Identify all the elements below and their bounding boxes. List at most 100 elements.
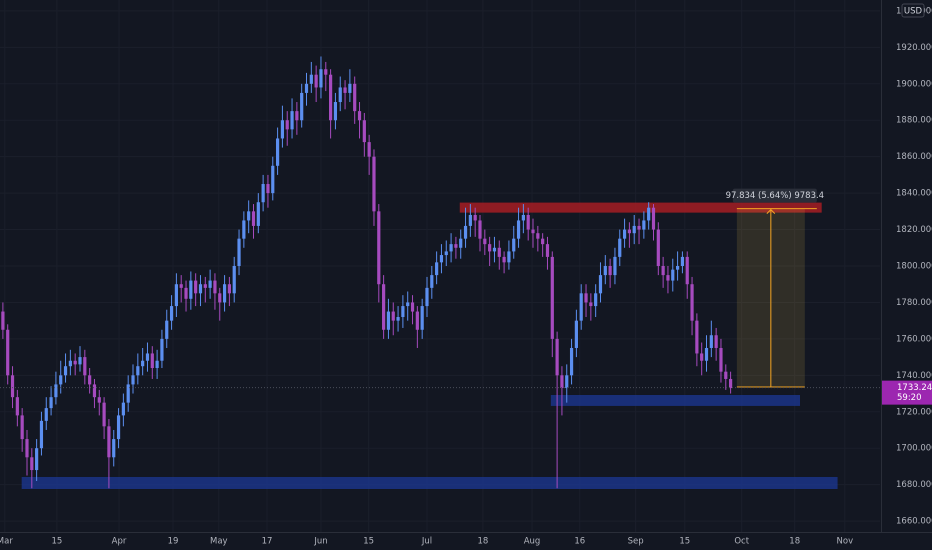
x-tick-label: Jul: [421, 537, 432, 547]
x-tick-label: 18: [789, 537, 800, 547]
candle-body: [569, 347, 574, 376]
y-tick-label: 1760.000: [896, 334, 932, 344]
last-price-label: 1733.240: [897, 383, 932, 393]
measure-arrowhead: [766, 208, 776, 214]
candle-body: [63, 366, 68, 376]
x-tick-label: Oct: [734, 537, 749, 547]
candle-body: [54, 384, 58, 398]
candle-body: [594, 293, 598, 307]
candle-body: [20, 415, 24, 440]
zone: [550, 394, 800, 406]
y-tick-label: 1820.000: [896, 225, 932, 235]
candle-body: [353, 83, 357, 112]
last-price-box: [882, 380, 932, 405]
candle-body: [483, 238, 487, 245]
candle-body: [719, 347, 723, 372]
y-tick-label: 1660.000: [896, 517, 932, 527]
candle-body: [362, 120, 366, 143]
candle-body: [333, 102, 338, 121]
candle-body: [516, 220, 521, 239]
candle-body: [44, 408, 48, 421]
candle-body: [700, 353, 704, 361]
candle-body: [671, 269, 675, 281]
candle-body: [92, 384, 97, 398]
candle-body: [386, 311, 391, 330]
candle-body: [309, 74, 313, 84]
candle-body: [280, 120, 285, 139]
candle-body: [112, 439, 116, 458]
candle-body: [680, 256, 685, 266]
currency-button[interactable]: [901, 3, 925, 18]
candle-body: [136, 366, 140, 376]
candle-body: [622, 229, 627, 239]
candle-body: [377, 211, 381, 285]
candle-body: [425, 287, 429, 307]
x-tick-label: 15: [51, 537, 62, 547]
candle-body: [468, 214, 472, 226]
y-tick-label: 1700.000: [896, 444, 932, 454]
candle-body: [406, 302, 410, 307]
candle-body: [348, 83, 352, 93]
candle-body: [584, 293, 588, 303]
candle-body: [83, 357, 87, 376]
candle-body: [227, 284, 231, 294]
zone: [21, 476, 838, 490]
candle-body: [642, 220, 646, 230]
candle-body: [473, 214, 477, 221]
candle-body: [329, 74, 333, 121]
candle-body: [39, 420, 44, 449]
candle-body: [574, 320, 578, 348]
x-tick-label: Nov: [837, 537, 854, 547]
candle-body: [401, 306, 405, 318]
candle-body: [97, 397, 101, 403]
y-tick-label: 1720.000: [896, 407, 932, 417]
candle-body: [396, 317, 400, 321]
candle-body: [724, 371, 728, 379]
candle-body: [155, 360, 159, 369]
candle-body: [194, 280, 198, 294]
candle-body: [656, 229, 660, 266]
candle-body: [49, 397, 53, 409]
candle-body: [237, 238, 241, 266]
y-tick-label: 1680.000: [896, 480, 932, 490]
candle-body: [579, 293, 583, 321]
candle-body: [247, 211, 251, 221]
candle-body: [391, 311, 395, 321]
candle-body: [666, 275, 670, 281]
y-tick-label: 1860.000: [896, 152, 932, 162]
candle-body: [555, 338, 559, 376]
candle-body: [343, 87, 347, 93]
candle-body: [73, 360, 77, 365]
candle-body: [560, 375, 564, 389]
candle-body: [126, 384, 130, 403]
candle-body: [169, 306, 174, 321]
candle-body: [410, 302, 415, 312]
candle-body: [242, 220, 246, 239]
candle-body: [608, 266, 612, 276]
candle-body: [589, 302, 593, 307]
candle-body: [603, 266, 607, 276]
x-tick-label: Aug: [524, 537, 541, 547]
candle-body: [372, 156, 376, 212]
candle-body: [497, 247, 501, 257]
candle-body: [714, 335, 718, 348]
candle-body: [116, 415, 121, 440]
candle-body: [695, 320, 699, 354]
candle-body: [637, 225, 641, 230]
y-tick-label: 1920.000: [896, 43, 932, 53]
measure-label: 97.834 (5.64%) 9783.4: [726, 191, 825, 201]
x-tick-label: 17: [262, 537, 273, 547]
candle-body: [68, 360, 72, 367]
candle-body: [690, 284, 694, 321]
currency-label[interactable]: USD: [904, 7, 923, 17]
candle-body: [295, 111, 299, 121]
x-tick-label: 15: [679, 537, 690, 547]
candle-body: [502, 256, 506, 263]
candle-body: [102, 402, 106, 427]
candle-body: [300, 92, 304, 121]
candle-body: [304, 83, 309, 93]
candle-body: [512, 238, 516, 252]
candle-body: [107, 426, 111, 458]
